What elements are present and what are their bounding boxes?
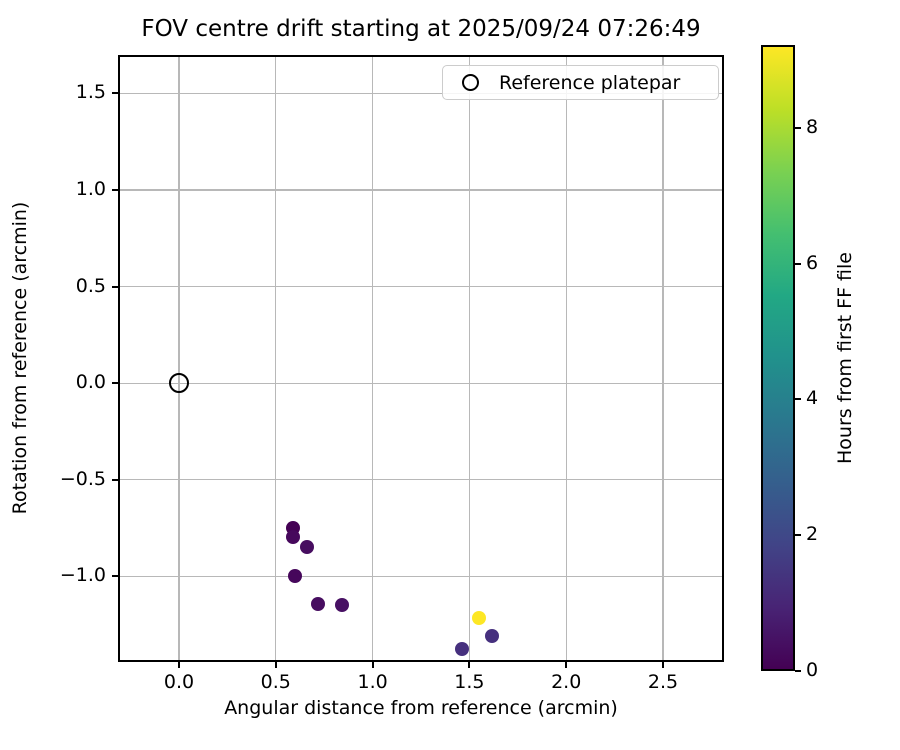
data-point [287, 568, 302, 583]
data-point [454, 642, 469, 657]
data-point [471, 610, 486, 625]
plot-area [118, 55, 724, 662]
legend-label: Reference platepar [499, 71, 681, 94]
x-gridline [275, 55, 277, 662]
y-tick-label: 0.0 [75, 371, 106, 394]
y-gridline [118, 92, 724, 95]
legend: Reference platepar [442, 65, 719, 100]
data-point [311, 596, 326, 611]
x-tick-label: 0.5 [260, 671, 291, 693]
y-tick [112, 285, 118, 288]
colorbar-tick [795, 262, 801, 265]
x-tick [371, 662, 374, 668]
data-point [334, 597, 349, 612]
x-tick [565, 662, 568, 668]
x-gridline [565, 55, 567, 662]
x-tick-label: 1.0 [357, 671, 388, 693]
x-tick [274, 662, 277, 668]
x-tick [662, 662, 664, 668]
chart-title: FOV centre drift starting at 2025/09/24 … [141, 16, 701, 42]
reference-marker [168, 373, 189, 394]
colorbar-tick [795, 126, 801, 129]
colorbar-tick [795, 534, 801, 537]
y-tick-label: −1.0 [59, 564, 106, 587]
x-tick-label: 0.0 [163, 671, 195, 693]
colorbar-tick-label: 0 [806, 659, 819, 681]
x-gridline [178, 55, 180, 662]
x-tick-label: 2.5 [647, 671, 679, 693]
y-tick [112, 382, 118, 385]
y-tick [112, 92, 118, 95]
x-axis-label: Angular distance from reference (arcmin) [224, 697, 618, 719]
y-tick [112, 189, 118, 192]
y-gridline [118, 285, 724, 288]
x-tick-label: 1.5 [454, 671, 485, 693]
colorbar [761, 45, 795, 671]
y-gridline [118, 479, 724, 481]
colorbar-tick [795, 670, 801, 672]
colorbar-tick-label: 8 [806, 115, 819, 138]
x-gridline [371, 55, 374, 662]
x-gridline [468, 55, 471, 662]
y-gridline [118, 575, 724, 578]
data-point [484, 628, 499, 643]
y-tick-label: 0.5 [75, 274, 106, 297]
colorbar-tick-label: 6 [806, 251, 819, 274]
y-tick [112, 478, 118, 481]
x-tick [177, 662, 180, 668]
colorbar-label: Hours from first FF file [834, 252, 856, 464]
colorbar-tick-label: 2 [806, 523, 819, 546]
y-tick [112, 575, 118, 578]
y-tick-label: 1.5 [75, 81, 106, 104]
colorbar-tick [795, 398, 801, 401]
colorbar-tick-label: 4 [806, 387, 819, 410]
data-point [299, 540, 314, 555]
y-gridline [118, 189, 724, 191]
y-axis-label: Rotation from reference (arcmin) [9, 201, 31, 515]
data-point [285, 529, 300, 544]
x-tick [468, 662, 471, 668]
open-circle-marker-icon [462, 74, 479, 91]
y-tick-label: 1.0 [75, 178, 106, 201]
y-tick-label: −0.5 [59, 467, 106, 490]
x-tick-label: 2.0 [551, 671, 582, 693]
x-gridline [662, 55, 664, 662]
y-gridline [118, 382, 724, 384]
